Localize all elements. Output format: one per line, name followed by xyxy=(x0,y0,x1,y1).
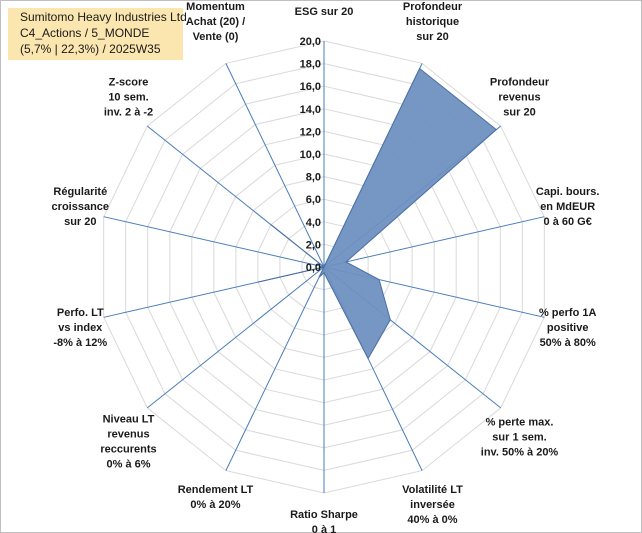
axis-labels: Note ESG sur 20 Profondeur historique sur 20… xyxy=(52,0,600,533)
axis-label: Profondeur xyxy=(403,1,463,13)
tick-label: 16,0 xyxy=(300,81,321,93)
tick-label: 6,0 xyxy=(306,194,321,206)
axis-label: Achat (20) / xyxy=(186,16,245,28)
axis-spoke xyxy=(225,63,325,268)
axis-label: historique xyxy=(406,16,459,28)
axis-label: 0% à 6% xyxy=(106,459,150,471)
axis-label: Régularité xyxy=(53,186,107,198)
axis-label: croissance xyxy=(52,201,109,213)
axis-label: reccurents xyxy=(100,444,156,456)
axis-label: revenus xyxy=(498,92,540,104)
axis-label: 0 à 60 G€ xyxy=(544,216,592,228)
axis-label: sur 20 xyxy=(64,216,96,228)
axis-spoke xyxy=(225,266,325,471)
axis-label: positive xyxy=(547,322,589,334)
axis-label: Vente (0) xyxy=(193,31,239,43)
tick-label: 4,0 xyxy=(306,217,321,229)
axis-label: revenus xyxy=(107,429,149,441)
axis-label: Z-score xyxy=(109,77,149,89)
axis-spoke xyxy=(103,216,325,268)
tick-label: 2,0 xyxy=(306,239,321,251)
axis-label: 0% à 20% xyxy=(190,499,240,511)
tick-label: 8,0 xyxy=(306,172,321,184)
tick-label: 20,0 xyxy=(300,36,321,48)
axis-label: ESG sur 20 xyxy=(295,6,354,18)
axis-label: Momentum xyxy=(186,1,245,13)
tick-labels: 0,0 2,0 4,0 6,0 8,0 10,0 12,0 14,0 16,0 18,0 20,0 xyxy=(300,36,321,274)
axis-label: 10 sem. xyxy=(108,92,148,104)
axis-label: Niveau LT xyxy=(103,414,155,426)
tick-label: 14,0 xyxy=(300,104,321,116)
axis-label: Capi. bours. xyxy=(536,186,600,198)
axis-label: -8% à 12% xyxy=(53,337,107,349)
axis-label: sur 20 xyxy=(416,31,448,43)
axis-label: en MdEUR xyxy=(540,201,595,213)
axis-label: Volatilité LT xyxy=(402,484,463,496)
tick-label: 18,0 xyxy=(300,59,321,71)
axis-label: % perfo 1A xyxy=(539,307,597,319)
axis-label: inv. 2 à -2 xyxy=(104,107,153,119)
axis-label: Ratio Sharpe xyxy=(290,509,358,521)
tick-label: 0,0 xyxy=(306,262,321,274)
series xyxy=(257,67,498,360)
axis-spoke xyxy=(146,266,325,409)
axis-label: Rendement LT xyxy=(178,484,254,496)
chart-subtitle: C4_Actions / 5_MONDE xyxy=(20,26,150,40)
axis-label: vs index xyxy=(58,322,103,334)
axis-label: % perte max. xyxy=(486,416,554,428)
chart-title-box: Sumitomo Heavy Industries Ltd C4_Actions… xyxy=(8,8,187,60)
axis-label: Perfo. LT xyxy=(57,307,104,319)
axis-label: sur 1 sem. xyxy=(492,431,546,443)
axis-spoke xyxy=(323,216,545,268)
chart-title: Sumitomo Heavy Industries Ltd xyxy=(20,10,187,24)
axis-label: 40% à 0% xyxy=(407,514,457,526)
axis-label: 0 à 1 xyxy=(312,524,336,533)
series-area xyxy=(257,67,498,360)
axis-label: Note xyxy=(312,0,336,3)
axis-label: inversée xyxy=(410,499,455,511)
axis-label: Profondeur xyxy=(490,77,550,89)
tick-label: 12,0 xyxy=(300,126,321,138)
axis-label: 50% à 80% xyxy=(540,337,596,349)
axis-label: inv. 50% à 20% xyxy=(481,446,559,458)
tick-label: 10,0 xyxy=(300,149,321,161)
axis-label: sur 20 xyxy=(503,107,535,119)
chart-period: (5,7% | 22,3%) / 2025W35 xyxy=(20,42,161,56)
